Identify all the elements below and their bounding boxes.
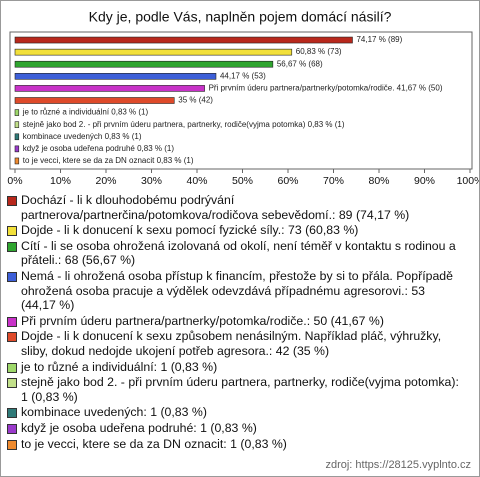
legend-label: Při prvním úderu partnera/partnerky/poto… (21, 313, 384, 328)
legend-label: Nemá - li ohrožená osoba přístup k finan… (21, 268, 453, 313)
x-tick-label: 20% (95, 175, 116, 187)
legend-item: když je osoba udeřena podruhé: 1 (0,83 %… (7, 421, 462, 436)
bar (14, 73, 217, 80)
legend-item: Nemá - li ohrožená osoba přístup k finan… (7, 269, 462, 313)
x-tick-label: 0% (7, 175, 22, 187)
legend-label: Cítí - li se osoba ohrožená izolovaná od… (21, 238, 456, 268)
bar (14, 157, 20, 165)
value-label: 35 % (42) (178, 96, 213, 105)
x-tick-label: 60% (277, 175, 298, 187)
chart: Kdy je, podle Vás, naplněn pojem domácí … (7, 9, 479, 187)
x-tick-label: 100% (457, 175, 479, 187)
legend-item: Dojde - li k donucení k sexu pomocí fyzi… (7, 223, 462, 238)
legend-item: kombinace uvedených: 1 (0,83 %) (7, 405, 462, 420)
legend-item: Dojde - li k donucení k sexu způsobem ne… (7, 329, 462, 358)
legend-item: stejně jako bod 2. - při prvním úderu pa… (7, 375, 462, 404)
legend-label: Dochází - li k dlouhodobému podrývání pa… (21, 193, 410, 222)
legend-swatch (7, 316, 17, 327)
bar (14, 85, 205, 92)
legend-swatch (7, 408, 17, 419)
bar (14, 97, 175, 104)
bar (14, 36, 353, 44)
legend-label: kombinace uvedených: 1 (0,83 %) (21, 405, 207, 420)
bar (14, 121, 20, 128)
legend-item: je to různé a individuální: 1 (0,83 %) (7, 360, 462, 375)
bar (14, 133, 20, 141)
legend-label: je to různé a individuální: 1 (0,83 %) (21, 359, 218, 374)
legend-swatch (7, 423, 17, 434)
legend-swatch (7, 241, 17, 252)
bar (14, 48, 293, 56)
value-label: 44,17 % (53) (220, 71, 266, 80)
legend-item: to je vecci, ktere se da za DN oznacit: … (7, 437, 462, 452)
legend-label: když je osoba udeřena podruhé: 1 (0,83 %… (21, 420, 257, 435)
chart-title: Kdy je, podle Vás, naplněn pojem domácí … (89, 9, 392, 25)
legend-swatch (7, 332, 17, 343)
legend-label: to je vecci, ktere se da za DN oznacit: … (21, 436, 287, 451)
legend-label: Dojde - li k donucení k sexu pomocí fyzi… (21, 223, 359, 238)
bar (14, 60, 274, 68)
x-tick-label: 90% (414, 175, 435, 187)
legend: Dochází - li k dlouhodobému podrývání pa… (7, 193, 462, 452)
legend-item: Dochází - li k dlouhodobému podrývání pa… (7, 193, 462, 222)
value-label: Při prvním úderu partnera/partnerky/poto… (209, 84, 443, 93)
legend-item: Cítí - li se osoba ohrožená izolovaná od… (7, 239, 462, 268)
bar (14, 109, 20, 116)
legend-swatch (7, 439, 17, 450)
legend-swatch (7, 362, 17, 373)
plot-frame (9, 31, 473, 170)
x-tick-label: 40% (186, 175, 207, 187)
bar (14, 145, 20, 153)
legend-label: Dojde - li k donucení k sexu způsobem ne… (21, 329, 442, 358)
value-label: 60,83 % (73) (296, 47, 342, 56)
x-tick-label: 80% (368, 175, 389, 187)
source: zdroj: https://28125.vyplnto.cz (325, 459, 471, 471)
value-label: 56,67 % (68) (277, 59, 323, 68)
value-label: 74,17 % (89) (356, 35, 402, 44)
legend-label: stejně jako bod 2. - při prvním úderu pa… (21, 375, 459, 404)
legend-swatch (7, 271, 17, 282)
value-label: kombinace uvedených 0,83 % (1) (23, 132, 142, 141)
legend-item: Při prvním úderu partnera/partnerky/poto… (7, 314, 462, 329)
value-label: je to různé a individuální 0,83 % (1) (22, 108, 149, 117)
value-label: stejně jako bod 2. - při prvním úderu pa… (23, 120, 345, 129)
value-label: to je vecci, ktere se da za DN oznacit 0… (23, 156, 194, 165)
x-tick-label: 50% (232, 175, 253, 187)
x-tick-label: 30% (141, 175, 162, 187)
legend-swatch (7, 196, 17, 206)
x-tick-label: 10% (50, 175, 71, 187)
legend-swatch (7, 226, 17, 237)
legend-swatch (7, 378, 17, 389)
x-tick-label: 70% (323, 175, 344, 187)
value-label: když je osoba udeřena podruhé 0,83 % (1) (23, 144, 175, 153)
